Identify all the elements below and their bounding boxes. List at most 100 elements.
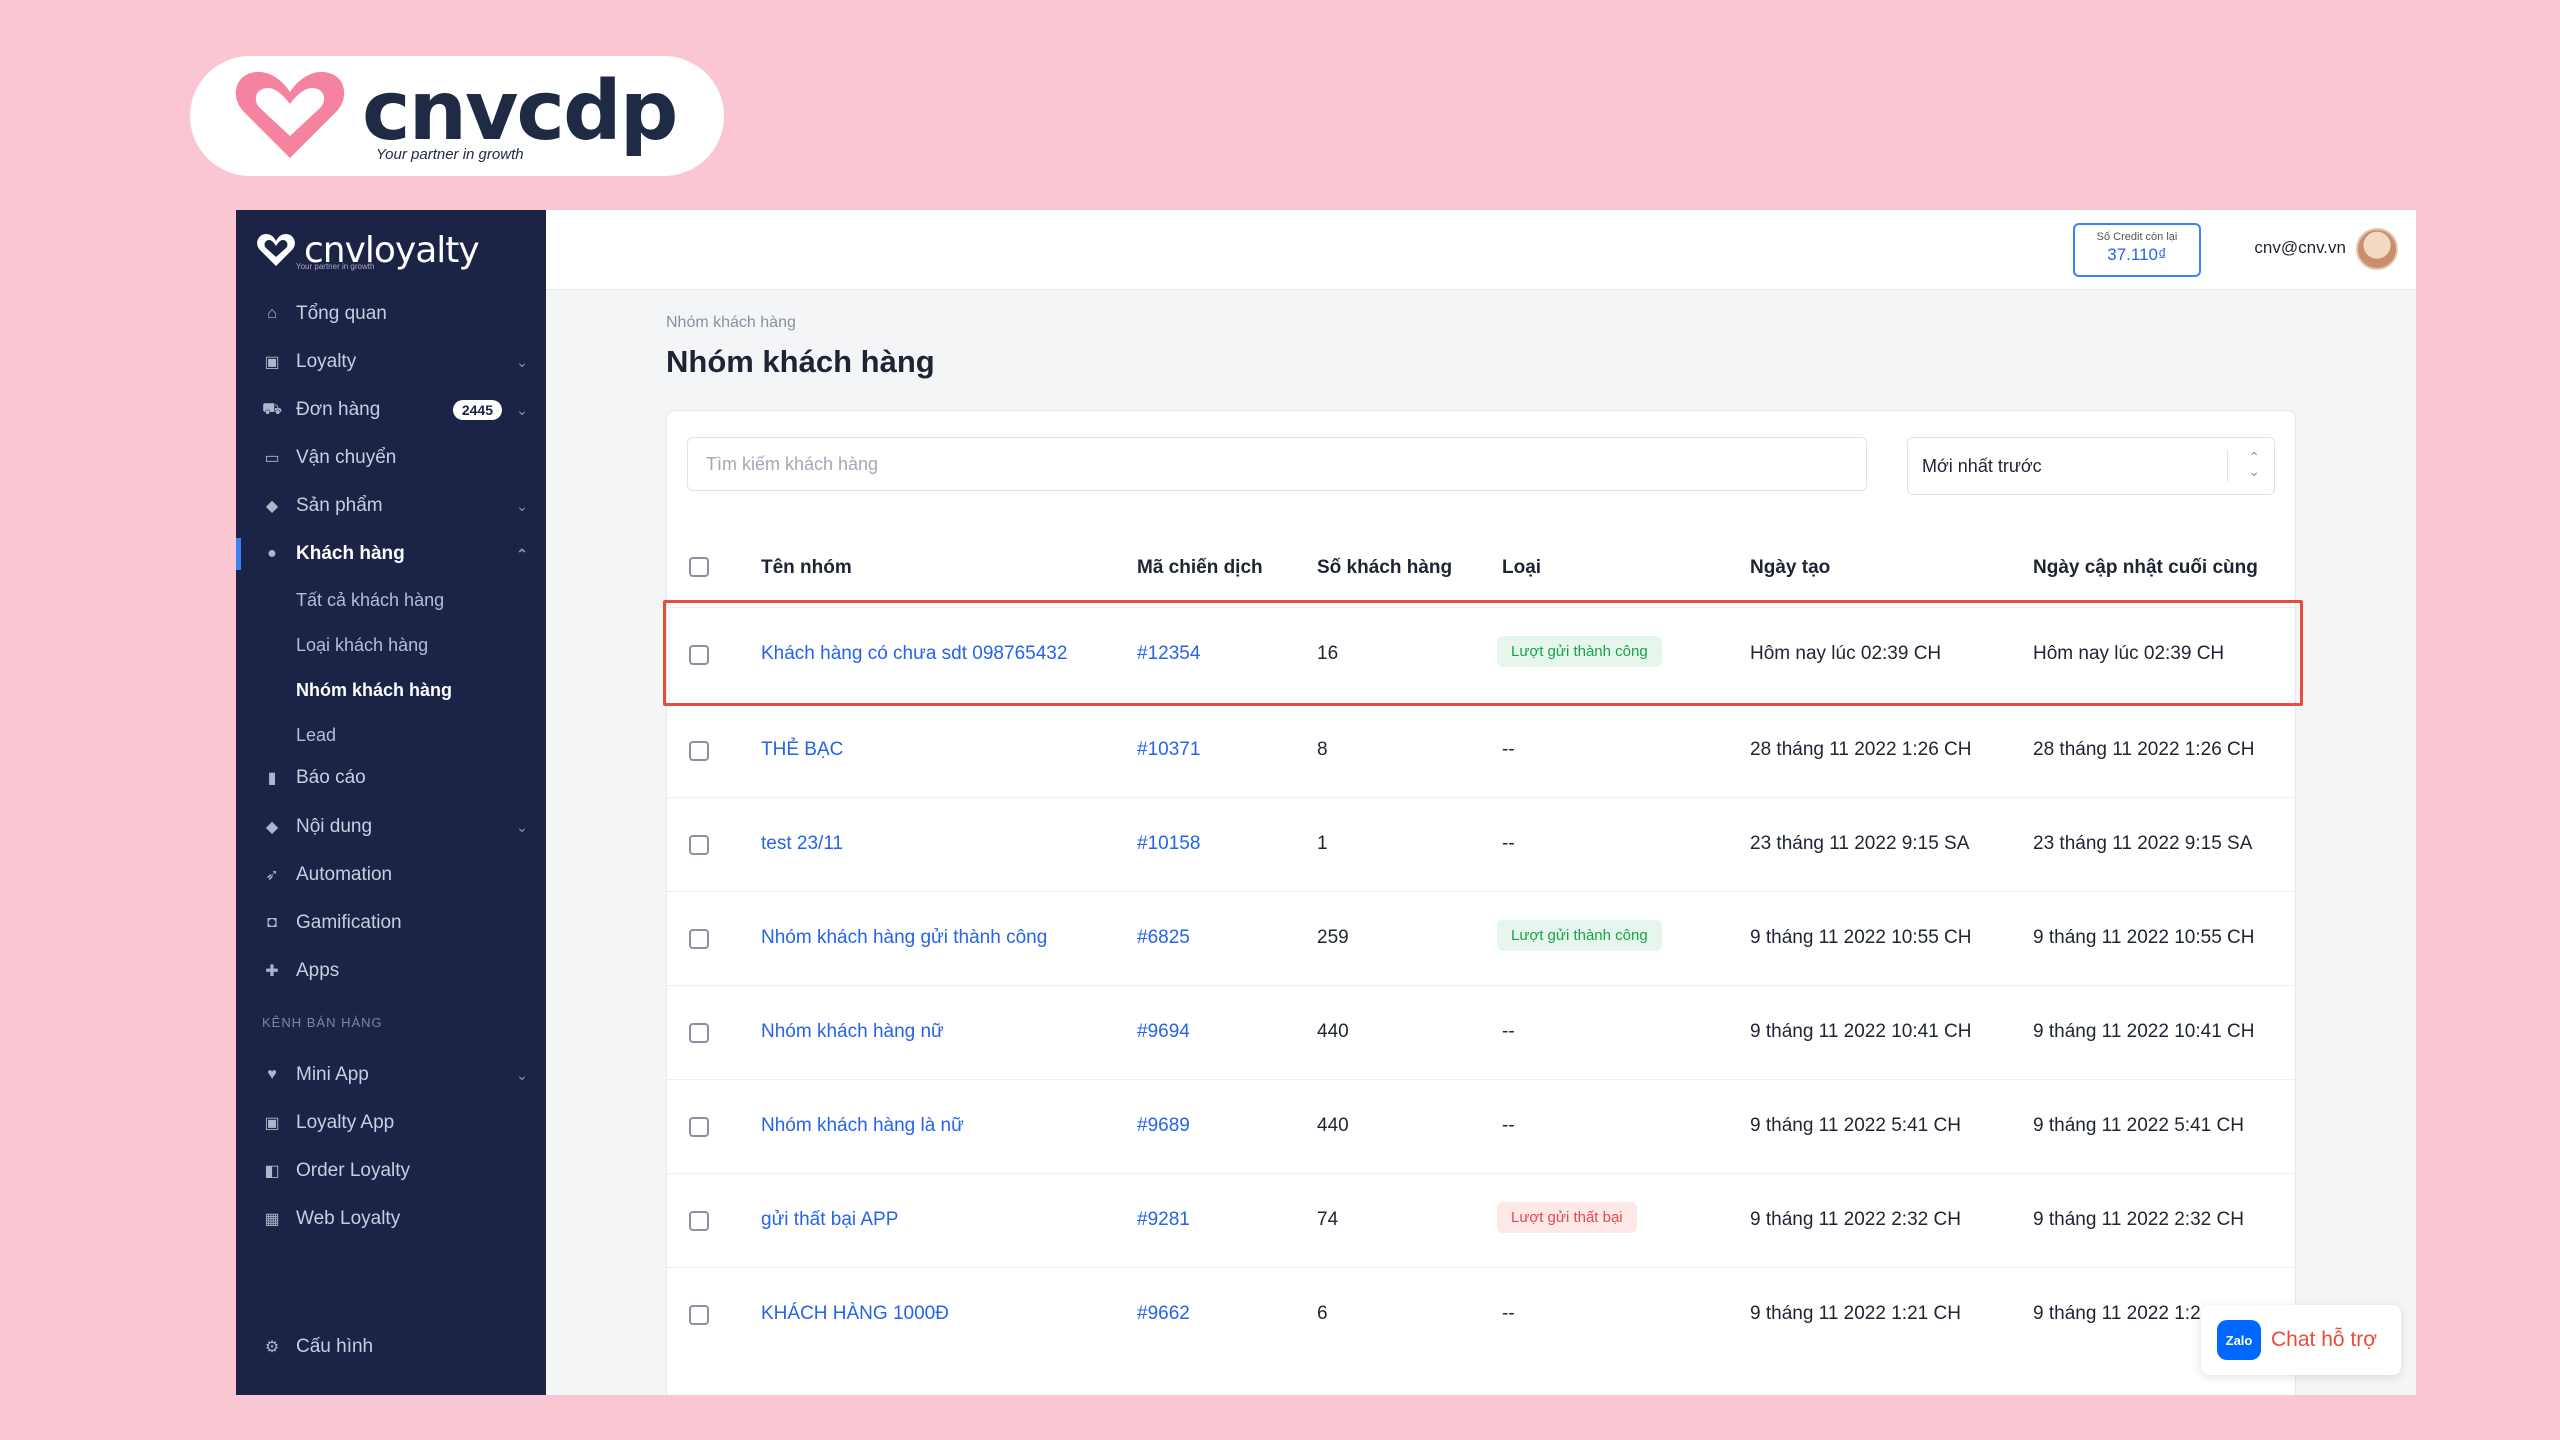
type-badge-success: Lượt gửi thành công bbox=[1497, 920, 1662, 951]
campaign-code-link[interactable]: #9662 bbox=[1137, 1303, 1190, 1324]
sidebar-item-content[interactable]: ◆ Nội dung ⌄ bbox=[236, 807, 546, 847]
sidebar-item-reports[interactable]: ▮ Báo cáo bbox=[236, 758, 546, 798]
breadcrumb[interactable]: Nhóm khách hàng bbox=[666, 314, 796, 331]
sidebar-item-mini-app[interactable]: ♥ Mini App ⌄ bbox=[236, 1055, 546, 1095]
column-header-updated[interactable]: Ngày cập nhật cuối cùng bbox=[2033, 557, 2258, 578]
topbar: Số Credit còn lại 37.110₫ cnv@cnv.vn bbox=[546, 210, 2416, 290]
campaign-code-link[interactable]: #6825 bbox=[1137, 927, 1190, 948]
sidebar-item-label: Mini App bbox=[296, 1064, 369, 1085]
row-checkbox[interactable] bbox=[689, 1211, 709, 1231]
sidebar-item-label: Tổng quan bbox=[296, 303, 387, 324]
sidebar-item-automation[interactable]: ➶ Automation bbox=[236, 855, 546, 895]
type-empty: -- bbox=[1502, 833, 1515, 854]
type-badge-success: Lượt gửi thành công bbox=[1497, 636, 1662, 667]
group-name-link[interactable]: KHÁCH HÀNG 1000Đ bbox=[761, 1303, 949, 1324]
brand-badge: cnvcdp Your partner in growth bbox=[190, 56, 724, 176]
row-checkbox[interactable] bbox=[689, 645, 709, 665]
column-header-created[interactable]: Ngày tạo bbox=[1750, 557, 1831, 578]
group-name-link[interactable]: Nhóm khách hàng gửi thành công bbox=[761, 927, 1048, 948]
sidebar-subitem-lead[interactable]: Lead bbox=[296, 724, 337, 745]
sidebar-item-settings[interactable]: ⚙ Cấu hình bbox=[236, 1327, 546, 1367]
updated-date: 9 tháng 11 2022 10:55 CH bbox=[2033, 927, 2255, 948]
group-name-link[interactable]: Khách hàng có chưa sdt 098765432 bbox=[761, 643, 1068, 664]
user-email[interactable]: cnv@cnv.vn bbox=[2254, 238, 2346, 257]
sidebar-item-products[interactable]: ◆ Sản phẩm ⌄ bbox=[236, 486, 546, 526]
sort-divider bbox=[2227, 450, 2228, 482]
chevron-down-icon: ⌄ bbox=[516, 1066, 528, 1083]
row-checkbox[interactable] bbox=[689, 929, 709, 949]
group-name-link[interactable]: test 23/11 bbox=[761, 833, 844, 854]
page-title: Nhóm khách hàng bbox=[666, 344, 935, 379]
avatar[interactable] bbox=[2356, 228, 2398, 270]
row-checkbox[interactable] bbox=[689, 741, 709, 761]
table-row[interactable]: gửi thất bại APP #9281 74 Lượt gửi thất … bbox=[667, 1173, 2297, 1267]
sidebar-logo[interactable]: cnvloyalty Your partner in growth bbox=[236, 210, 546, 290]
table-row[interactable]: Nhóm khách hàng nữ #9694 440 -- 9 tháng … bbox=[667, 985, 2297, 1079]
column-header-campaign[interactable]: Mã chiến dịch bbox=[1137, 557, 1263, 578]
sidebar-item-label: Loyalty App bbox=[296, 1112, 395, 1133]
table-row[interactable]: Nhóm khách hàng là nữ #9689 440 -- 9 thá… bbox=[667, 1079, 2297, 1173]
sidebar-item-order-loyalty[interactable]: ◧ Order Loyalty bbox=[236, 1151, 546, 1191]
customer-count: 1 bbox=[1317, 833, 1328, 854]
created-date: 9 tháng 11 2022 10:55 CH bbox=[1750, 927, 1972, 948]
sidebar: cnvloyalty Your partner in growth ⌂ Tổng… bbox=[236, 210, 546, 1395]
sidebar-item-label: Web Loyalty bbox=[296, 1208, 401, 1229]
sort-select[interactable]: Mới nhất trước ⌃ ⌄ bbox=[1907, 437, 2275, 495]
campaign-code-link[interactable]: #12354 bbox=[1137, 643, 1201, 664]
app-icon: ▣ bbox=[264, 1115, 280, 1132]
group-name-link[interactable]: Nhóm khách hàng nữ bbox=[761, 1021, 944, 1042]
table-row[interactable]: Nhóm khách hàng gửi thành công #6825 259… bbox=[667, 891, 2297, 985]
sidebar-item-overview[interactable]: ⌂ Tổng quan bbox=[236, 294, 546, 334]
search-input[interactable] bbox=[687, 437, 1867, 491]
campaign-code-link[interactable]: #9689 bbox=[1137, 1115, 1190, 1136]
campaign-code-link[interactable]: #9694 bbox=[1137, 1021, 1190, 1042]
sidebar-subitem-all-customers[interactable]: Tất cả khách hàng bbox=[296, 589, 445, 610]
table-row[interactable]: KHÁCH HÀNG 1000Đ #9662 6 -- 9 tháng 11 2… bbox=[667, 1267, 2297, 1361]
type-empty: -- bbox=[1502, 1115, 1515, 1136]
brand-name: cnvcdp bbox=[362, 63, 678, 159]
brand-tagline: Your partner in growth bbox=[376, 145, 524, 163]
table-row[interactable]: Khách hàng có chưa sdt 098765432 #12354 … bbox=[667, 607, 2297, 701]
sidebar-item-gamification[interactable]: ◘ Gamification bbox=[236, 903, 546, 943]
created-date: 9 tháng 11 2022 1:21 CH bbox=[1750, 1303, 1961, 1324]
sidebar-item-label: Nội dung bbox=[296, 816, 373, 837]
sidebar-subitem-customer-types[interactable]: Loại khách hàng bbox=[296, 634, 429, 655]
group-name-link[interactable]: Nhóm khách hàng là nữ bbox=[761, 1115, 964, 1136]
column-header-name[interactable]: Tên nhóm bbox=[761, 557, 852, 578]
web-icon: ▦ bbox=[264, 1211, 280, 1228]
sidebar-item-web-loyalty[interactable]: ▦ Web Loyalty bbox=[236, 1199, 546, 1239]
column-header-customer-count[interactable]: Số khách hàng bbox=[1317, 557, 1453, 578]
campaign-code-link[interactable]: #9281 bbox=[1137, 1209, 1190, 1230]
sidebar-logo-text: cnvloyalty bbox=[304, 229, 480, 271]
row-checkbox[interactable] bbox=[689, 835, 709, 855]
sidebar-subitem-customer-groups[interactable]: Nhóm khách hàng bbox=[296, 679, 453, 700]
sidebar-item-label: Khách hàng bbox=[296, 543, 405, 564]
group-name-link[interactable]: gửi thất bại APP bbox=[761, 1209, 899, 1230]
customer-groups-card: Mới nhất trước ⌃⌄ Tên nhóm Mã chiến dịch… bbox=[663, 410, 2303, 1395]
row-checkbox[interactable] bbox=[689, 1023, 709, 1043]
sidebar-item-loyalty-app[interactable]: ▣ Loyalty App bbox=[236, 1103, 546, 1143]
table-row[interactable]: THẺ BẠC #10371 8 -- 28 tháng 11 2022 1:2… bbox=[667, 703, 2297, 797]
row-checkbox[interactable] bbox=[689, 1305, 709, 1325]
sidebar-item-apps[interactable]: ✚ Apps bbox=[236, 951, 546, 991]
table-row[interactable]: test 23/11 #10158 1 -- 23 tháng 11 2022 … bbox=[667, 797, 2297, 891]
select-all-checkbox[interactable] bbox=[689, 557, 709, 577]
sidebar-item-label: Automation bbox=[296, 864, 393, 885]
sidebar-item-label: Vận chuyển bbox=[296, 447, 397, 468]
sidebar-item-orders[interactable]: ⛟ Đơn hàng 2445 ⌄ bbox=[236, 390, 546, 430]
created-date: 23 tháng 11 2022 9:15 SA bbox=[1750, 833, 1970, 854]
chat-support-widget[interactable]: Zalo Chat hỗ trợ bbox=[2201, 1305, 2401, 1375]
sidebar-item-customers[interactable]: ● Khách hàng ⌃ bbox=[236, 534, 546, 574]
sidebar-item-label: Apps bbox=[296, 960, 340, 981]
group-name-link[interactable]: THẺ BẠC bbox=[761, 739, 844, 760]
sales-channels-section-label: KÊNH BÁN HÀNG bbox=[262, 1015, 383, 1030]
sidebar-item-loyalty[interactable]: ▣ Loyalty ⌄ bbox=[236, 342, 546, 382]
row-checkbox[interactable] bbox=[689, 1117, 709, 1137]
content-icon: ◆ bbox=[265, 819, 279, 836]
credit-balance-box[interactable]: Số Credit còn lại 37.110₫ bbox=[2073, 223, 2201, 277]
created-date: 9 tháng 11 2022 10:41 CH bbox=[1750, 1021, 1972, 1042]
sidebar-item-shipping[interactable]: ▭ Vận chuyển bbox=[236, 438, 546, 478]
campaign-code-link[interactable]: #10158 bbox=[1137, 833, 1201, 854]
campaign-code-link[interactable]: #10371 bbox=[1137, 739, 1201, 760]
column-header-type[interactable]: Loại bbox=[1502, 557, 1542, 578]
